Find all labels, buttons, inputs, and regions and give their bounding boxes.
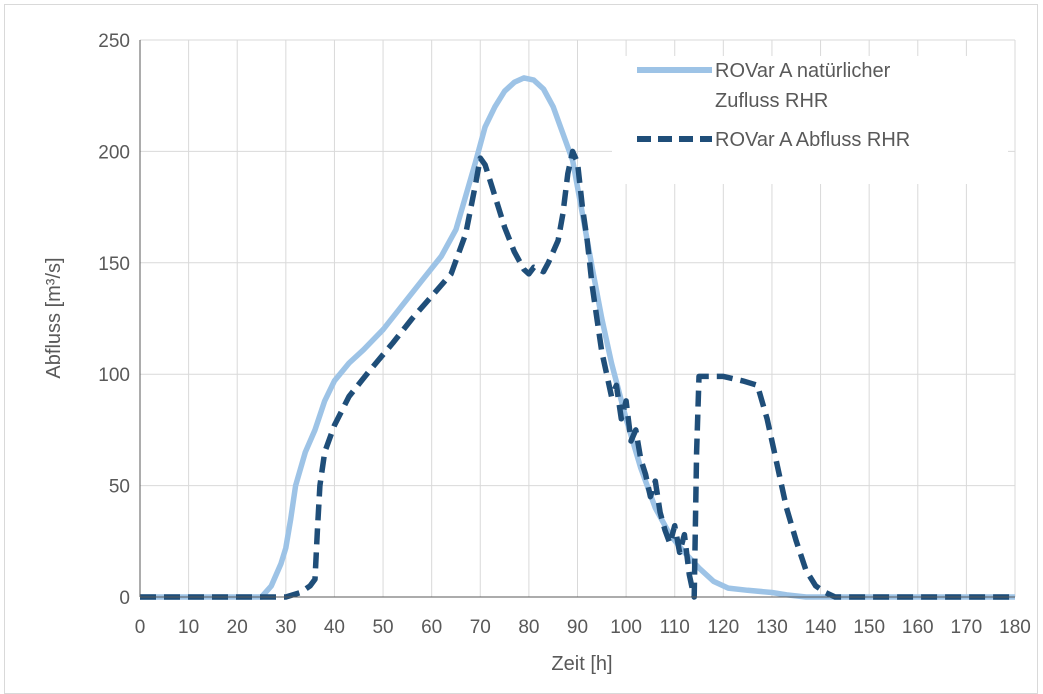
series-line-1 — [140, 148, 1015, 600]
x-tick-label: 180 — [999, 617, 1031, 638]
x-tick-label: 170 — [951, 617, 983, 638]
y-tick-label: 0 — [119, 588, 130, 609]
x-tick-label: 20 — [227, 617, 248, 638]
legend-label-inflow-line1: ROVar A natürlicher — [715, 60, 891, 82]
x-tick-label: 40 — [324, 617, 345, 638]
axes — [139, 40, 1015, 598]
legend-label-inflow-line2: Zufluss RHR — [715, 90, 828, 112]
legend-background — [612, 56, 1008, 184]
y-tick-label: 100 — [98, 365, 130, 386]
x-tick-label: 80 — [518, 617, 539, 638]
y-tick-label: 200 — [98, 142, 130, 163]
tick-labels: 0 10 20 30 40 50 60 70 80 90 100 110 120 130 140 150 160… — [98, 31, 1031, 638]
y-tick-label: 250 — [98, 31, 130, 52]
x-tick-label: 30 — [275, 617, 296, 638]
x-tick-label: 90 — [567, 617, 588, 638]
legend: ROVar A natürlicher Zufluss RHR ROVar A … — [612, 56, 1008, 184]
x-tick-label: 50 — [372, 617, 393, 638]
x-tick-label: 100 — [610, 617, 642, 638]
series-group — [140, 75, 1015, 600]
x-tick-label: 120 — [707, 617, 739, 638]
y-axis-title: Abfluss [m³/s] — [43, 257, 65, 378]
y-tick-label: 150 — [98, 254, 130, 275]
x-tick-label: 130 — [756, 617, 788, 638]
legend-label-outflow: ROVar A Abfluss RHR — [715, 129, 910, 151]
x-tick-label: 0 — [135, 617, 146, 638]
line-chart: 0 10 20 30 40 50 60 70 80 90 100 110 120 130 140 150 160… — [43, 31, 1031, 675]
x-tick-label: 150 — [853, 617, 885, 638]
x-tick-label: 10 — [178, 617, 199, 638]
x-tick-label: 60 — [421, 617, 442, 638]
y-tick-label: 50 — [109, 477, 130, 498]
x-tick-label: 70 — [470, 617, 491, 638]
x-tick-label: 140 — [805, 617, 837, 638]
x-tick-label: 110 — [660, 617, 690, 638]
x-axis-title: Zeit [h] — [551, 653, 612, 675]
x-tick-label: 160 — [902, 617, 934, 638]
